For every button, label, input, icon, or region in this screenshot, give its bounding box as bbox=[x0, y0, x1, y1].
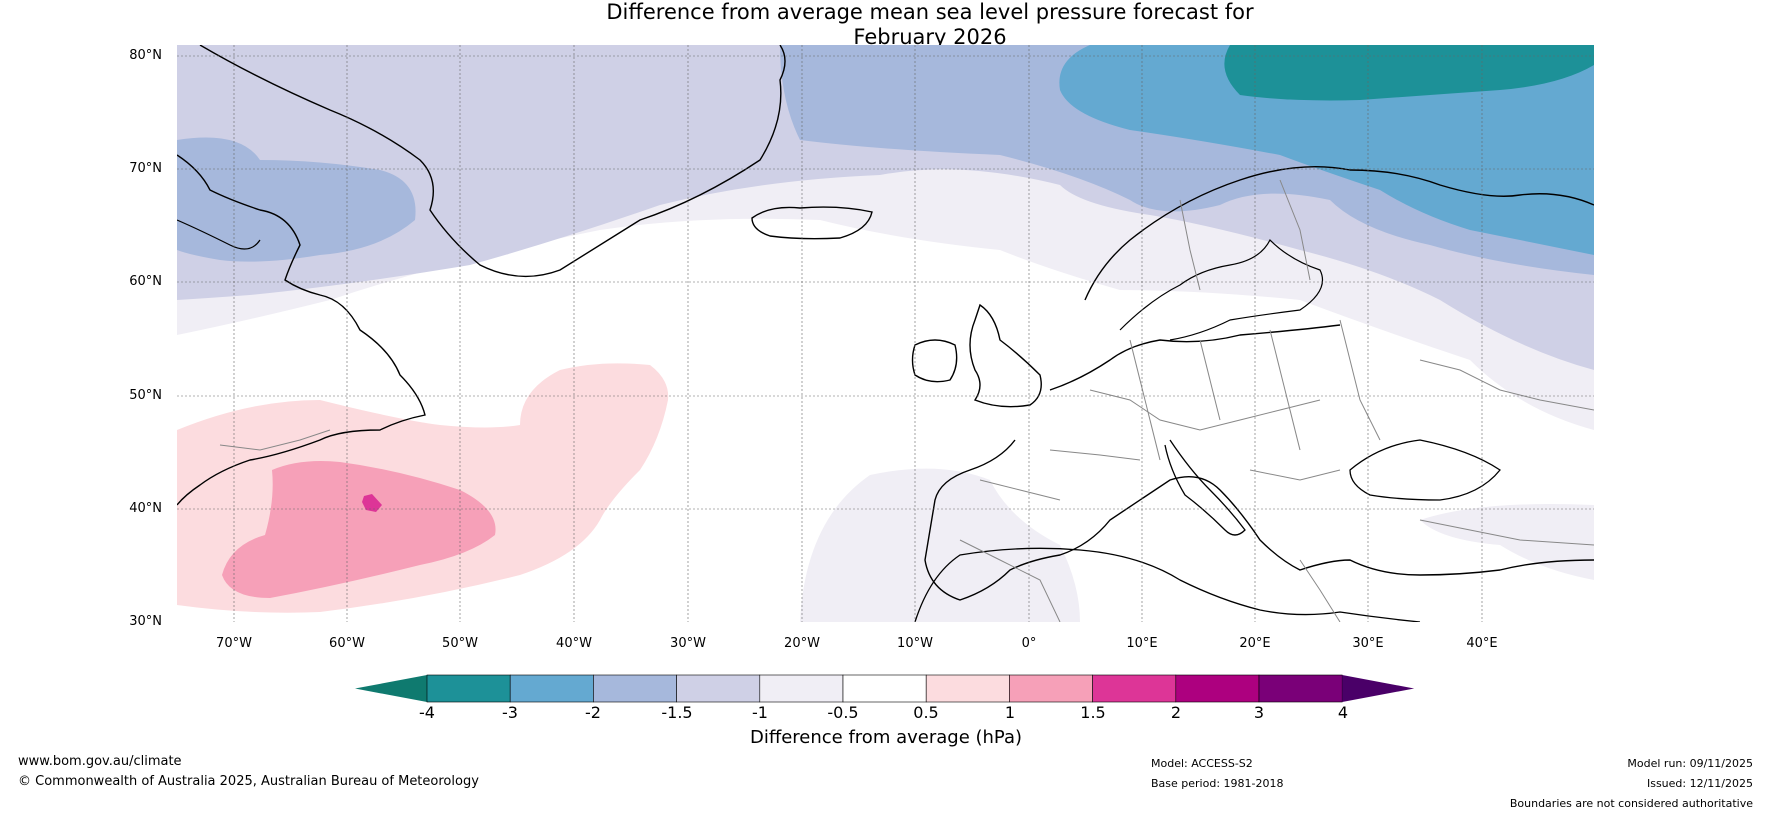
anomaly-band-plus-1 bbox=[222, 461, 496, 598]
lat-label-30n: 30°N bbox=[129, 614, 162, 629]
footer-copyright: © Commonwealth of Australia 2025, Austra… bbox=[18, 774, 479, 789]
coastline-europe bbox=[924, 324, 1594, 601]
lon-label-30w: 30°W bbox=[670, 636, 706, 651]
country-borders bbox=[219, 179, 1594, 622]
anomaly-band-minus-0.5-east bbox=[1420, 504, 1594, 580]
colorbar-tick-label: 0.5 bbox=[913, 703, 939, 722]
lat-label-80n: 80°N bbox=[129, 48, 162, 63]
colorbar-segment bbox=[593, 674, 677, 703]
coastline-north-america bbox=[177, 154, 426, 506]
colorbar-tick-label: 1 bbox=[1004, 703, 1016, 722]
lon-label-40e: 40°E bbox=[1466, 636, 1498, 651]
coastline-black-sea bbox=[1349, 439, 1501, 501]
lon-label-0: 0° bbox=[1021, 636, 1037, 651]
colorbar-tick-label: -1 bbox=[752, 703, 768, 722]
colorbar-extend-low bbox=[355, 675, 427, 702]
lat-label-50n: 50°N bbox=[129, 388, 162, 403]
map-title: Difference from average mean sea level p… bbox=[0, 0, 1770, 50]
colorbar-segment bbox=[509, 674, 594, 703]
pressure-anomaly-map bbox=[177, 45, 1594, 622]
coastline-greenland bbox=[199, 45, 786, 278]
lat-label-60n: 60°N bbox=[129, 274, 162, 289]
lon-label-20e: 20°E bbox=[1239, 636, 1271, 651]
colorbar-tick-label: 3 bbox=[1253, 703, 1265, 722]
colorbar-extend-high bbox=[1342, 675, 1415, 702]
colorbar-tick-label: -2 bbox=[585, 703, 601, 722]
coastline-iceland bbox=[751, 206, 873, 240]
colorbar-tick-label: 2 bbox=[1170, 703, 1182, 722]
anomaly-band-minus-2 bbox=[1059, 45, 1594, 255]
lon-label-60w: 60°W bbox=[329, 636, 365, 651]
lon-label-30e: 30°E bbox=[1352, 636, 1384, 651]
colorbar-segment bbox=[1092, 674, 1177, 703]
lon-label-40w: 40°W bbox=[556, 636, 592, 651]
colorbar-title: Difference from average (hPa) bbox=[749, 727, 1023, 748]
colorbar-tick-label: -0.5 bbox=[827, 703, 859, 722]
colorbar-segment bbox=[1175, 674, 1260, 703]
anomaly-band-minus-0.5-south bbox=[800, 468, 1080, 622]
lon-label-50w: 50°W bbox=[442, 636, 478, 651]
lat-label-70n: 70°N bbox=[129, 161, 162, 176]
footer-issued: Issued: 12/11/2025 bbox=[1646, 777, 1753, 790]
lat-label-40n: 40°N bbox=[129, 501, 162, 516]
colorbar-tick-label: -4 bbox=[419, 703, 435, 722]
map-title-line-1: Difference from average mean sea level p… bbox=[606, 0, 1254, 24]
footer-url: www.bom.gov.au/climate bbox=[18, 754, 182, 769]
graticule bbox=[177, 45, 1594, 622]
colorbar-segment bbox=[759, 674, 844, 703]
coastline-ireland bbox=[911, 339, 958, 383]
colorbar bbox=[355, 674, 1415, 703]
anomaly-band-minus-3 bbox=[1224, 45, 1594, 101]
anomaly-band-plus-1.5 bbox=[362, 494, 382, 512]
colorbar-tick-label: 4 bbox=[1337, 703, 1349, 722]
colorbar-tick-label: -1.5 bbox=[661, 703, 693, 722]
lon-label-10w: 10°W bbox=[897, 636, 933, 651]
colorbar-segment bbox=[842, 674, 927, 703]
colorbar-segment bbox=[426, 674, 511, 703]
coastline-baltic bbox=[1119, 238, 1324, 341]
anomaly-band-minus-1.5-west bbox=[177, 137, 416, 262]
colorbar-segment bbox=[1009, 674, 1093, 703]
coastline-north-africa bbox=[914, 547, 1421, 622]
footer-model: Model: ACCESS-S2 bbox=[1151, 757, 1253, 770]
coastline-great-britain bbox=[969, 303, 1042, 408]
colorbar-segment bbox=[1258, 674, 1343, 703]
coastline-hudson bbox=[177, 219, 261, 250]
lon-label-70w: 70°W bbox=[216, 636, 252, 651]
lon-label-10e: 10°E bbox=[1126, 636, 1158, 651]
colorbar-tick-label: 1.5 bbox=[1080, 703, 1106, 722]
lon-label-20w: 20°W bbox=[784, 636, 820, 651]
footer-disclaimer: Boundaries are not considered authoritat… bbox=[1509, 797, 1753, 810]
colorbar-segment bbox=[676, 674, 761, 703]
footer-base-period: Base period: 1981-2018 bbox=[1151, 777, 1284, 790]
colorbar-tick-label: -3 bbox=[502, 703, 518, 722]
colorbar-segment bbox=[925, 674, 1010, 703]
coastline-italy bbox=[1164, 439, 1246, 536]
footer-model-run: Model run: 09/11/2025 bbox=[1627, 757, 1753, 770]
